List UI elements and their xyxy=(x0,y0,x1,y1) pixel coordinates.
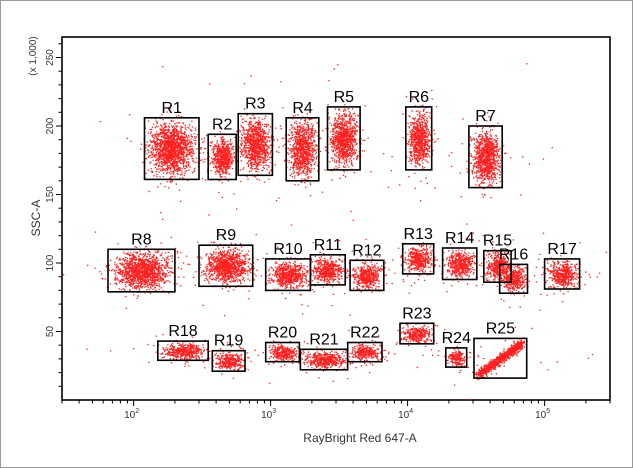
y-tick-label: 100 xyxy=(45,254,56,271)
gate-label-r1: R1 xyxy=(161,100,182,117)
gate-r12 xyxy=(349,259,385,292)
plot-area xyxy=(61,36,611,401)
gate-label-r23: R23 xyxy=(402,305,431,322)
gate-label-r18: R18 xyxy=(168,323,197,340)
gate-label-r17: R17 xyxy=(547,241,576,258)
gate-r5 xyxy=(326,106,361,171)
gate-r14 xyxy=(441,247,478,281)
gate-label-r16: R16 xyxy=(499,246,528,263)
gate-label-r8: R8 xyxy=(131,231,152,248)
gate-label-r20: R20 xyxy=(268,325,297,342)
gate-label-r15: R15 xyxy=(483,233,512,250)
y-tick-label: 200 xyxy=(45,117,56,134)
gate-r9 xyxy=(198,244,254,288)
gate-label-r10: R10 xyxy=(273,241,302,258)
gate-label-r6: R6 xyxy=(409,89,430,106)
gate-r7 xyxy=(468,125,503,189)
gate-label-r22: R22 xyxy=(350,325,379,342)
gate-label-r2: R2 xyxy=(212,116,233,133)
gate-label-r13: R13 xyxy=(404,226,433,243)
gate-label-r5: R5 xyxy=(334,89,355,106)
gate-r6 xyxy=(404,106,433,171)
y-axis-label: SSC-A xyxy=(29,200,43,237)
gate-label-r19: R19 xyxy=(214,333,243,350)
y-axis-multiplier-label: (x 1,000) xyxy=(28,36,39,75)
gate-r23 xyxy=(399,322,435,345)
gate-r24 xyxy=(444,347,468,368)
x-tick-label: 105 xyxy=(535,408,550,421)
gate-label-r21: R21 xyxy=(309,331,338,348)
gate-r8 xyxy=(107,248,176,293)
gate-r22 xyxy=(346,341,383,363)
gate-r1 xyxy=(143,117,200,181)
gate-r25 xyxy=(473,337,528,379)
gate-r20 xyxy=(264,341,301,363)
y-tick-label: 150 xyxy=(45,186,56,203)
x-axis: 102 103 104 105 xyxy=(61,400,611,421)
gate-r4 xyxy=(285,117,320,182)
gate-label-r14: R14 xyxy=(445,230,474,247)
gate-label-r24: R24 xyxy=(442,330,471,347)
y-tick-label: 250 xyxy=(45,49,56,66)
gate-r18 xyxy=(157,340,210,362)
gate-label-r12: R12 xyxy=(352,242,381,259)
gate-r15 xyxy=(482,249,512,283)
gate-r13 xyxy=(401,243,435,275)
gate-label-r11: R11 xyxy=(314,237,342,254)
gate-r19 xyxy=(211,349,246,373)
gate-label-r7: R7 xyxy=(475,108,496,125)
gate-r17 xyxy=(543,258,581,290)
gate-r16 xyxy=(498,263,529,294)
x-tick-label: 102 xyxy=(124,408,139,421)
x-tick-label: 103 xyxy=(261,408,276,421)
gate-label-r3: R3 xyxy=(245,96,266,113)
gate-r11 xyxy=(309,254,346,286)
gate-label-r25: R25 xyxy=(486,320,515,337)
y-axis: 50 100 150 200 250 xyxy=(45,43,62,387)
gate-label-r4: R4 xyxy=(292,100,313,117)
gate-r2 xyxy=(207,133,237,181)
y-tick-label: 50 xyxy=(45,326,56,338)
gate-label-r9: R9 xyxy=(216,227,237,244)
x-tick-label: 104 xyxy=(398,408,413,421)
gate-r3 xyxy=(237,112,274,177)
x-axis-label: RayBright Red 647-A xyxy=(303,431,416,445)
